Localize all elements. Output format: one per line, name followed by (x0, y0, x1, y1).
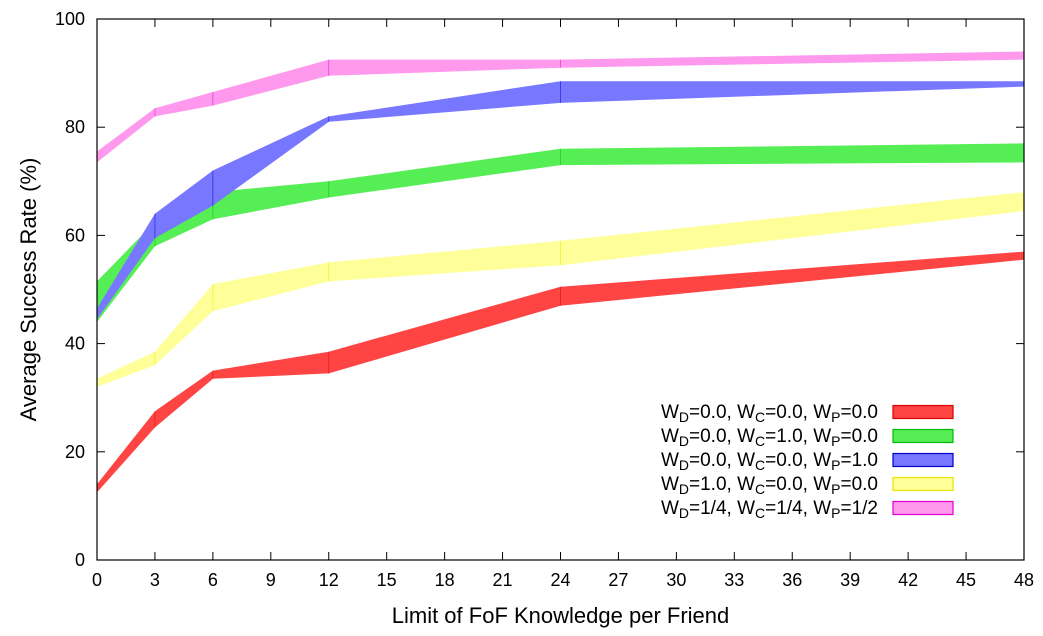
legend-swatch (892, 404, 954, 420)
x-tick-label: 45 (956, 570, 976, 590)
x-tick-label: 39 (840, 570, 860, 590)
x-tick-label: 15 (377, 570, 397, 590)
x-tick-label: 30 (666, 570, 686, 590)
x-tick-label: 12 (319, 570, 339, 590)
y-tick-label: 20 (65, 442, 85, 462)
y-tick-label: 40 (65, 334, 85, 354)
x-tick-label: 27 (608, 570, 628, 590)
x-tick-label: 21 (493, 570, 513, 590)
x-tick-label: 36 (782, 570, 802, 590)
x-axis-label: Limit of FoF Knowledge per Friend (392, 603, 730, 628)
legend-entry-s5: WD=1/4, WC=1/4, WP=1/2 (661, 498, 954, 521)
legend-label: WD=1/4, WC=1/4, WP=1/2 (661, 498, 878, 521)
x-tick-label: 0 (92, 570, 102, 590)
legend-entry-s4: WD=1.0, WC=0.0, WP=0.0 (661, 474, 954, 497)
x-tick-label: 48 (1014, 570, 1034, 590)
x-tick-label: 9 (266, 570, 276, 590)
y-tick-label: 80 (65, 117, 85, 137)
x-tick-label: 24 (550, 570, 570, 590)
legend-label: WD=1.0, WC=0.0, WP=0.0 (661, 474, 878, 497)
y-tick-label: 100 (55, 9, 85, 29)
x-tick-label: 3 (150, 570, 160, 590)
legend-label: WD=0.0, WC=0.0, WP=1.0 (661, 450, 878, 473)
legend-swatch (892, 500, 954, 516)
axis-ticks: 0 3 6 9 12 15 18 21 24 27 30 33 36 39 42 45 480204060801… (55, 9, 1034, 590)
legend: WD=0.0, WC=0.0, WP=0.0WD=0.0, WC=1.0, WP… (661, 402, 954, 521)
y-tick-label: 60 (65, 225, 85, 245)
y-axis-label: Average Success Rate (%) (16, 158, 41, 422)
legend-entry-s3: WD=0.0, WC=0.0, WP=1.0 (661, 450, 954, 473)
series-bands (97, 51, 1024, 493)
legend-label: WD=0.0, WC=1.0, WP=0.0 (661, 426, 878, 449)
legend-swatch (892, 476, 954, 492)
legend-swatch (892, 452, 954, 468)
legend-swatch (892, 428, 954, 444)
x-tick-label: 42 (898, 570, 918, 590)
x-tick-label: 33 (724, 570, 744, 590)
x-tick-label: 18 (435, 570, 455, 590)
y-tick-label: 0 (75, 550, 85, 570)
x-tick-label: 6 (208, 570, 218, 590)
legend-entry-s1: WD=0.0, WC=0.0, WP=0.0 (661, 402, 954, 425)
legend-entry-s2: WD=0.0, WC=1.0, WP=0.0 (661, 426, 954, 449)
band-s4 (97, 192, 1024, 387)
legend-label: WD=0.0, WC=0.0, WP=0.0 (661, 402, 878, 425)
